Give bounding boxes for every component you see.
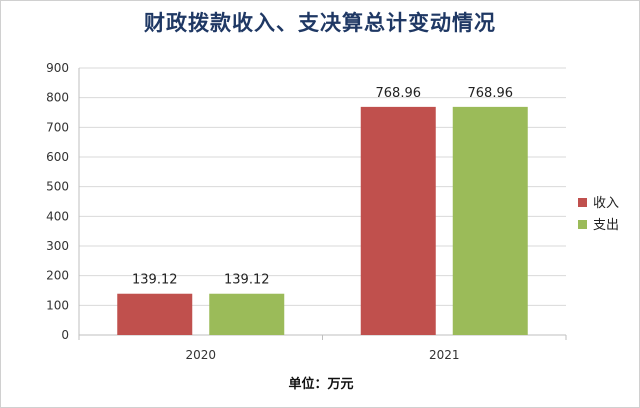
legend-swatch-支出: [578, 220, 587, 229]
data-label: 139.12: [132, 273, 178, 288]
y-tick-label: 300: [46, 239, 69, 253]
y-tick-label: 0: [61, 328, 69, 342]
bar-支出-2020: [209, 293, 285, 335]
legend-swatch-收入: [578, 198, 587, 207]
chart-title: 财政拨款收入、支决算总计变动情况: [144, 10, 496, 35]
legend-label: 支出: [593, 218, 619, 233]
y-tick-label: 900: [46, 61, 69, 75]
y-tick-label: 800: [46, 91, 69, 105]
legend-label: 收入: [593, 196, 619, 211]
bar-支出-2021: [452, 106, 528, 335]
y-tick-label: 600: [46, 150, 69, 164]
unit-label: 单位：万元: [288, 377, 354, 392]
x-tick-label: 2021: [429, 348, 460, 362]
y-tick-label: 500: [46, 180, 69, 194]
y-tick-label: 400: [46, 209, 69, 223]
y-tick-label: 700: [46, 120, 69, 134]
bar-收入-2020: [117, 293, 193, 335]
data-label: 768.96: [376, 86, 422, 101]
y-tick-label: 200: [46, 269, 69, 283]
data-label: 768.96: [468, 86, 514, 101]
y-tick-label: 100: [46, 298, 69, 312]
x-tick-label: 2020: [185, 348, 216, 362]
bar-收入-2021: [360, 106, 436, 335]
data-label: 139.12: [224, 273, 270, 288]
